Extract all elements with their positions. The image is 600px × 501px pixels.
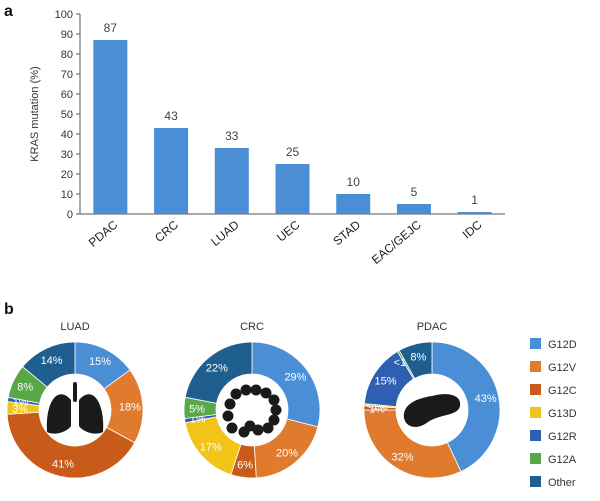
category-label: PDAC [86, 217, 121, 249]
bar-value-label: 33 [225, 129, 239, 143]
donut-title: CRC [240, 321, 264, 333]
donut-title: LUAD [60, 321, 89, 333]
legend-label: G12R [548, 431, 577, 443]
bar-luad [214, 148, 249, 214]
bar-value-label: 43 [164, 109, 178, 123]
legend-swatch-g12d [530, 338, 541, 349]
bar-eac-gejc [396, 204, 431, 214]
slice-label: 15% [375, 376, 397, 388]
y-tick-label: 30 [61, 149, 73, 161]
bar-value-label: 87 [104, 21, 118, 35]
slice-label: 6% [237, 460, 253, 472]
legend-swatch-g13d [530, 407, 541, 418]
y-tick-label: 40 [61, 129, 73, 141]
slice-label: 41% [52, 459, 74, 471]
y-tick-label: 70 [61, 69, 73, 81]
bar-value-label: 25 [286, 145, 300, 159]
legend-label: G12C [548, 385, 577, 397]
legend-label: G13D [548, 408, 577, 420]
y-tick-label: 0 [67, 209, 73, 221]
legend-label: Other [548, 477, 576, 489]
category-label: UEC [274, 217, 303, 244]
slice-other [398, 341, 433, 379]
slice-label: 8% [17, 382, 33, 394]
donut-charts: LUAD15%18%41%3%1%8%14%CRC29%20%6%17%1%5%… [6, 321, 501, 479]
y-tick-label: 20 [61, 169, 73, 181]
donut-title: PDAC [417, 321, 448, 333]
slice-g12d [251, 341, 321, 428]
legend-swatch-g12v [530, 361, 541, 372]
slice-label: 8% [410, 352, 426, 364]
colon-icon [222, 384, 282, 438]
slice-label: 43% [475, 393, 497, 405]
legend-swatch-g12a [530, 453, 541, 464]
slice-label: 17% [200, 441, 222, 453]
bar-value-label: 1 [471, 193, 478, 207]
slice-label: 18% [119, 402, 141, 414]
bar-pdac [93, 40, 128, 214]
category-label: STAD [330, 217, 363, 248]
lungs-icon [46, 382, 104, 434]
bar-stad [336, 194, 371, 214]
pancreas-icon [403, 394, 461, 427]
slice-label: 32% [392, 451, 414, 463]
slice-label: 22% [206, 363, 228, 375]
legend-label: G12A [548, 454, 577, 466]
bar-idc [457, 212, 492, 214]
slice-other [184, 341, 253, 404]
y-tick-label: 90 [61, 29, 73, 41]
legend-swatch-g12r [530, 430, 541, 441]
legend-label: G12D [548, 339, 577, 351]
panel-b-letter: b [4, 301, 14, 318]
slice-label: 15% [89, 356, 111, 368]
bar-chart: 0 10 20 30 40 50 60 70 80 90 100 KRAS mutation (%) 8… [29, 9, 505, 267]
category-label: EAC/GEJC [369, 217, 424, 267]
slice-g12v [363, 409, 462, 479]
y-tick-label: 50 [61, 109, 73, 121]
legend-swatch-g12c [530, 384, 541, 395]
slice-g12d [431, 341, 501, 473]
slice-label: 3% [12, 403, 28, 415]
bar-value-label: 5 [411, 185, 418, 199]
legend-swatch-other [530, 476, 541, 487]
y-tick-label: 100 [55, 9, 73, 21]
y-tick-label: 10 [61, 189, 73, 201]
category-label: IDC [460, 217, 485, 241]
slice-label: 5% [189, 403, 205, 415]
y-axis-label: KRAS mutation (%) [29, 66, 41, 161]
panel-a-letter: a [4, 3, 13, 20]
bar-crc [154, 128, 189, 214]
bar-uec [275, 164, 310, 214]
bar-value-label: 10 [347, 175, 361, 189]
slice-other [22, 341, 76, 388]
slice-label: 20% [276, 447, 298, 459]
slice-label: 14% [41, 355, 63, 367]
legend-label: G12V [548, 362, 577, 374]
legend: G12D G12V G12C G13D G12R G12A Other [530, 338, 577, 489]
slice-label: 29% [284, 371, 306, 383]
y-tick-label: 80 [61, 49, 73, 61]
category-label: LUAD [208, 217, 242, 249]
category-label: CRC [152, 217, 181, 245]
slice-g12c [6, 411, 136, 479]
y-tick-label: 60 [61, 89, 73, 101]
